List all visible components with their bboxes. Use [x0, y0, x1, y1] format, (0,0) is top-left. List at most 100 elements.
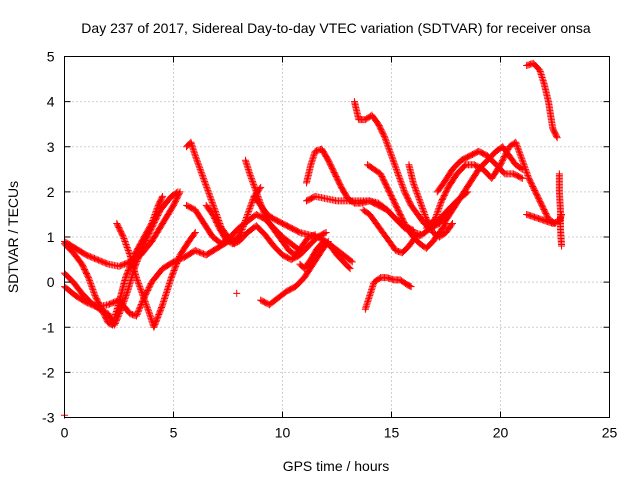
- data-point-marker: [190, 230, 198, 238]
- data-point-marker: [197, 167, 205, 175]
- data-point-marker: [120, 235, 128, 243]
- y-tick-label: -1: [42, 319, 55, 335]
- data-point-marker: [141, 298, 149, 306]
- data-point-marker: [419, 206, 427, 214]
- data-point-marker: [141, 296, 149, 304]
- data-point-marker: [449, 219, 457, 227]
- data-point-marker: [388, 153, 396, 161]
- y-tick-label: 5: [47, 49, 55, 65]
- data-point-marker: [137, 287, 145, 295]
- data-point-marker: [198, 170, 206, 178]
- x-tick-labels: 0 5 10 15 20 25: [61, 425, 618, 441]
- data-point-marker: [411, 183, 419, 191]
- data-point-marker: [134, 277, 142, 285]
- x-tick-label: 0: [61, 425, 69, 441]
- data-point-marker: [398, 182, 406, 190]
- data-point-marker: [159, 192, 167, 200]
- data-point-marker: [523, 168, 531, 176]
- data-point-marker: [136, 303, 144, 311]
- x-tick-label: 15: [384, 425, 400, 441]
- data-point-marker: [522, 167, 530, 175]
- data-point-marker: [520, 161, 528, 169]
- data-point-marker: [388, 152, 395, 160]
- x-tick-label: 5: [170, 425, 178, 441]
- data-point-marker: [202, 182, 210, 190]
- data-point-marker: [87, 280, 95, 288]
- data-point-marker: [133, 311, 141, 319]
- data-point-marker: [411, 185, 419, 193]
- data-point-marker: [203, 185, 211, 193]
- data-point-marker: [390, 158, 398, 166]
- data-point-marker: [417, 200, 425, 208]
- data-point-marker: [396, 176, 404, 184]
- data-point-marker: [517, 152, 525, 160]
- data-point-marker: [433, 210, 441, 218]
- data-point-marker: [435, 204, 443, 212]
- data-point-marker: [119, 232, 127, 240]
- data-point-marker: [86, 277, 94, 285]
- data-point-marker: [158, 302, 166, 310]
- data-point-marker: [149, 216, 157, 224]
- data-point-marker: [143, 302, 151, 310]
- data-point-marker: [86, 278, 94, 286]
- data-point-marker: [209, 200, 217, 208]
- data-point-marker: [204, 186, 212, 194]
- series-track-12: [296, 238, 354, 273]
- series-track-25: [555, 170, 566, 250]
- data-point-marker: [196, 164, 204, 172]
- data-point-marker: [395, 173, 403, 181]
- data-point-marker: [434, 207, 442, 215]
- data-point-marker: [393, 167, 401, 175]
- data-point-marker: [135, 306, 143, 314]
- data-point-marker: [385, 146, 393, 154]
- data-points: [61, 59, 566, 419]
- data-point-marker: [103, 260, 111, 268]
- data-point-marker: [84, 272, 92, 280]
- data-point-marker: [197, 168, 205, 176]
- data-point-marker: [410, 180, 418, 188]
- data-point-marker: [389, 155, 397, 163]
- data-point-marker: [448, 221, 456, 229]
- series-track-19: [405, 161, 457, 241]
- data-point-marker: [153, 206, 161, 214]
- data-point-marker: [251, 183, 259, 191]
- data-point-marker: [202, 180, 210, 188]
- data-point-marker: [246, 170, 254, 178]
- data-point-marker: [512, 140, 520, 148]
- data-point-marker: [406, 282, 414, 290]
- data-point-marker: [139, 292, 147, 300]
- data-point-marker: [394, 170, 402, 178]
- data-point-marker: [89, 287, 97, 295]
- data-point-marker: [382, 135, 390, 143]
- data-point-marker: [250, 182, 258, 190]
- data-point-marker: [416, 198, 424, 206]
- data-point-marker: [205, 191, 213, 199]
- data-point-marker: [246, 171, 254, 179]
- data-point-marker: [207, 195, 215, 203]
- data-point-marker: [248, 198, 256, 206]
- data-point-marker: [200, 176, 208, 184]
- data-point-marker: [252, 186, 260, 194]
- data-point-marker: [153, 204, 161, 212]
- data-point-marker: [414, 191, 422, 199]
- chart-title: Day 237 of 2017, Sidereal Day-to-day VTE…: [81, 20, 591, 36]
- data-point-marker: [211, 206, 219, 214]
- data-point-marker: [122, 241, 130, 249]
- data-point-marker: [136, 284, 144, 292]
- data-point-marker: [251, 185, 259, 193]
- data-point-marker: [419, 204, 427, 212]
- data-point-marker: [524, 173, 532, 181]
- data-point-marker: [431, 215, 439, 223]
- data-point-marker: [437, 200, 445, 208]
- data-point-marker: [90, 289, 98, 297]
- data-point-marker: [348, 258, 356, 266]
- y-tick-label: 1: [47, 229, 55, 245]
- data-point-marker: [249, 179, 257, 187]
- data-point-marker: [518, 155, 526, 163]
- data-point-marker: [417, 201, 425, 209]
- data-point-marker: [250, 180, 258, 188]
- data-point-marker: [412, 186, 420, 194]
- y-tick-label: -2: [42, 364, 55, 380]
- data-point-marker: [384, 143, 392, 151]
- data-point-marker: [386, 149, 394, 157]
